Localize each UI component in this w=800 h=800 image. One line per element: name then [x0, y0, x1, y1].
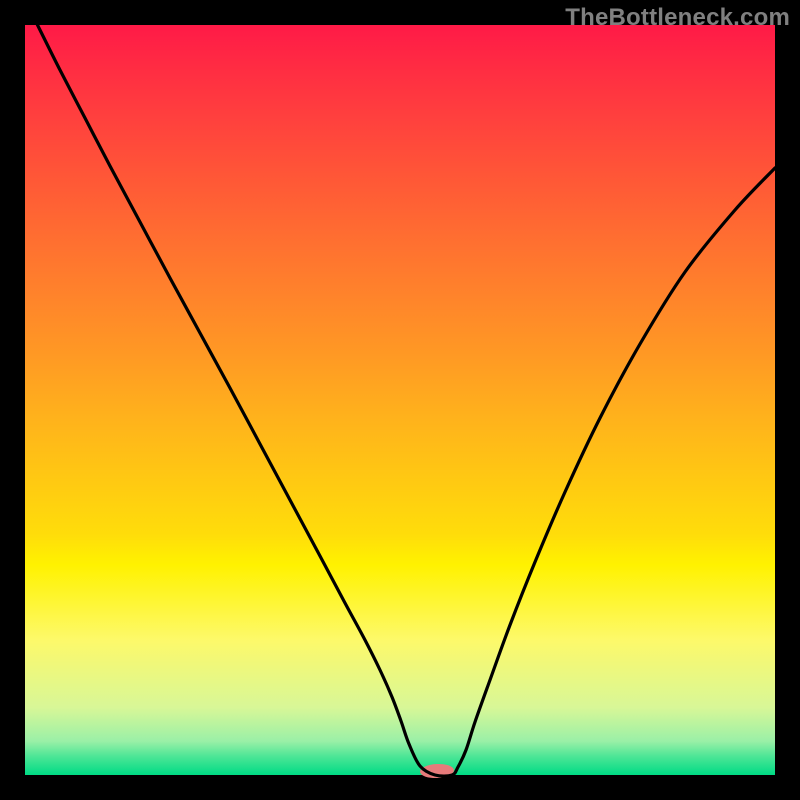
chart-stage: TheBottleneck.com [0, 0, 800, 800]
watermark-text: TheBottleneck.com [565, 4, 790, 32]
chart-canvas [0, 0, 800, 800]
gradient-panel [25, 25, 775, 775]
